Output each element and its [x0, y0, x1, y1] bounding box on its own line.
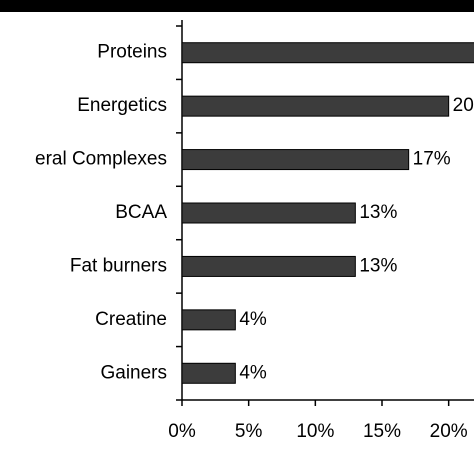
- y-tick-label: eral Complexes: [35, 149, 167, 170]
- value-label: 4%: [239, 362, 267, 383]
- frame-band: [0, 0, 474, 12]
- y-tick-label: Energetics: [77, 95, 167, 116]
- value-label: 4%: [239, 309, 267, 330]
- y-tick-label: Proteins: [97, 42, 167, 63]
- bar: [181, 42, 474, 64]
- y-tick-label: Gainers: [100, 362, 167, 383]
- x-tick-label: 20%: [430, 421, 468, 442]
- value-label: 20%: [453, 95, 474, 116]
- x-tick-label: 15%: [363, 421, 401, 442]
- bar: [181, 202, 356, 224]
- bar: [181, 149, 410, 171]
- value-label: 13%: [359, 202, 397, 223]
- bar: [181, 95, 450, 117]
- x-tick-label: 0%: [168, 421, 196, 442]
- y-tick-label: Fat burners: [70, 255, 167, 276]
- value-label: 13%: [359, 255, 397, 276]
- value-label: 17%: [413, 149, 451, 170]
- y-tick-label: Creatine: [95, 309, 167, 330]
- x-tick-label: 5%: [235, 421, 263, 442]
- x-tick-label: 10%: [296, 421, 334, 442]
- bar: [181, 362, 236, 384]
- bar: [181, 309, 236, 331]
- bar: [181, 255, 356, 277]
- y-tick-label: BCAA: [115, 202, 167, 223]
